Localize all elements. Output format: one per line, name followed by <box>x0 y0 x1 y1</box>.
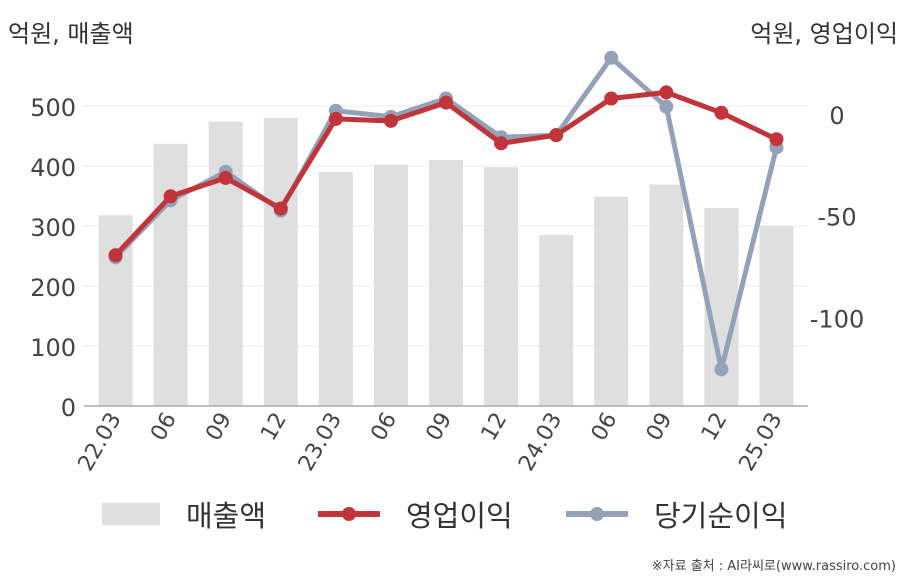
operating-profit-point <box>439 95 453 110</box>
revenue-bar <box>759 226 794 406</box>
net-income-point <box>714 362 729 377</box>
legend-item-revenue: 매출액 <box>102 492 266 536</box>
legend-item-operating-profit: 영업이익 <box>318 492 513 536</box>
legend-item-net-income: 당기순이익 <box>566 492 787 536</box>
x-axis-tick-label: 12 <box>697 409 733 446</box>
net-income-point <box>604 50 619 65</box>
net-income-point <box>659 99 674 114</box>
x-axis-tick-label: 09 <box>201 409 237 446</box>
revenue-bar <box>539 235 574 406</box>
source-note: ※자료 출처 : AI라씨로(www.rassiro.com) <box>651 559 896 574</box>
operating-profit-point <box>383 113 398 128</box>
right-axis-tick-label: -50 <box>817 204 856 232</box>
left-axis-tick-label: 0 <box>61 394 76 422</box>
left-axis-tick-label: 300 <box>30 214 76 242</box>
operating-profit-point <box>328 111 343 126</box>
left-axis-tick-label: 400 <box>30 154 76 182</box>
revenue-bar <box>318 172 353 406</box>
operating-profit-point <box>604 91 619 106</box>
revenue-bar <box>373 164 408 406</box>
revenue-bar <box>649 184 684 406</box>
revenue-bar <box>594 196 629 406</box>
x-axis-tick-label: 06 <box>146 409 182 446</box>
legend-swatch-net-income <box>566 503 628 525</box>
revenue-bar <box>208 121 243 406</box>
operating-profit-point <box>273 201 288 216</box>
left-axis-tick-label: 100 <box>30 334 76 362</box>
operating-profit-point <box>659 85 674 100</box>
revenue-bar <box>429 160 463 406</box>
operating-profit-point <box>218 170 233 185</box>
x-axis-tick-label: 24.03 <box>514 409 567 476</box>
legend-swatch-operating-profit <box>318 503 380 525</box>
operating-profit-point <box>108 248 123 263</box>
legend-label-net-income: 당기순이익 <box>654 499 788 533</box>
x-axis-tick-label: 06 <box>587 409 623 446</box>
right-axis-tick-label: 0 <box>829 102 844 130</box>
x-axis-tick-label: 23.03 <box>294 409 347 476</box>
x-axis-tick-label: 25.03 <box>735 409 788 476</box>
left-axis-tick-label: 500 <box>30 94 76 122</box>
revenue-bar <box>484 167 519 406</box>
revenue-bar <box>153 143 188 407</box>
x-axis-tick-label: 12 <box>256 409 292 446</box>
x-axis-tick-label: 09 <box>422 409 458 446</box>
right-axis-tick-label: -100 <box>810 305 864 333</box>
revenue-bar <box>263 118 298 406</box>
operating-profit-point <box>714 105 729 120</box>
legend-swatch-revenue <box>102 503 160 525</box>
x-axis-tick-label: 06 <box>366 409 402 446</box>
left-axis-tick-label: 200 <box>30 274 76 302</box>
operating-profit-point <box>163 189 178 204</box>
left-axis-unit: 억원, 매출액 <box>8 20 134 48</box>
right-axis-unit: 억원, 영업이익 <box>750 20 898 48</box>
operating-profit-point <box>494 136 509 151</box>
legend-label-operating-profit: 영업이익 <box>406 499 513 533</box>
operating-profit-point <box>769 132 784 147</box>
x-axis-tick-label: 12 <box>477 408 513 445</box>
chart-legend: 매출액 영업이익 당기순이익 <box>0 492 908 536</box>
operating-profit-point <box>549 128 564 143</box>
legend-label-revenue: 매출액 <box>186 499 267 533</box>
x-axis-tick-label: 22.03 <box>74 409 127 476</box>
x-axis-tick-label: 09 <box>642 409 678 446</box>
